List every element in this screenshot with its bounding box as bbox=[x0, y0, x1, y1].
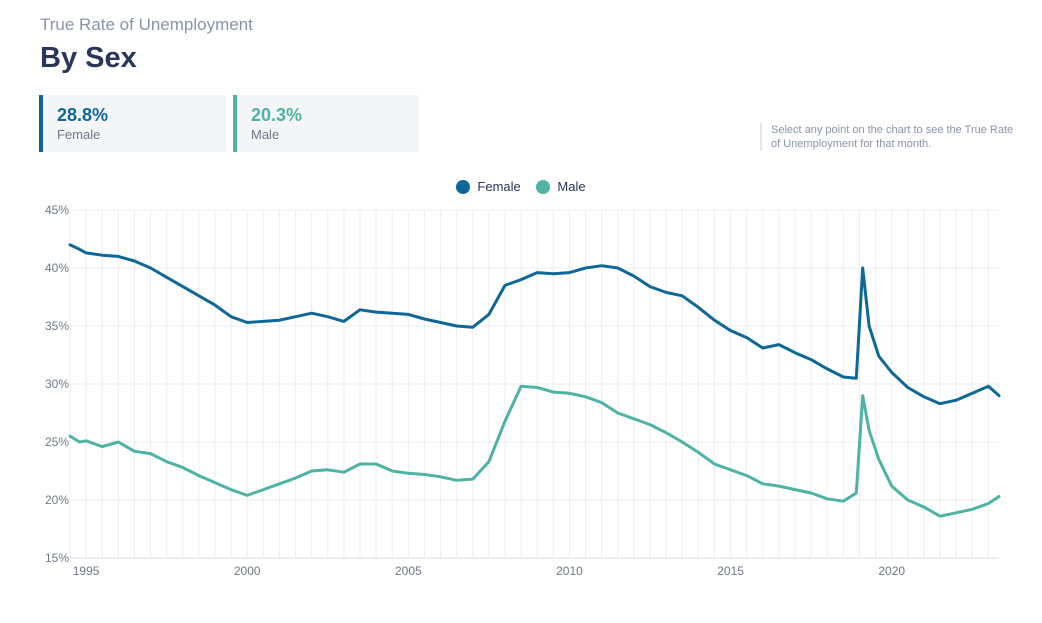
legend-dot-female bbox=[456, 179, 471, 194]
female-rate-value: 28.8% bbox=[57, 105, 109, 125]
chart-legend: Female Male bbox=[0, 179, 1042, 197]
chart-eyebrow: True Rate of Unemployment bbox=[40, 15, 253, 34]
male-stat-card[interactable]: 20.3% Male bbox=[233, 95, 419, 152]
legend-item-male[interactable]: Male bbox=[536, 179, 586, 194]
male-rate-value: 20.3% bbox=[251, 105, 303, 125]
x-tick-label: 2010 bbox=[556, 564, 583, 578]
y-tick-label: 20% bbox=[45, 493, 69, 507]
series-line-male[interactable] bbox=[68, 384, 1001, 518]
legend-dot-male bbox=[536, 179, 551, 194]
y-tick-label: 25% bbox=[45, 435, 69, 449]
legend-item-female[interactable]: Female bbox=[456, 179, 521, 194]
line-chart[interactable]: 45% 40% 35% 30% 25% 20% 15% 1995 2000 2005 2010 201… bbox=[0, 195, 1042, 605]
x-tick-label: 2020 bbox=[878, 564, 905, 578]
page-title: By Sex bbox=[40, 42, 137, 74]
y-tick-label: 30% bbox=[45, 377, 69, 391]
y-tick-label: 35% bbox=[45, 319, 69, 333]
x-tick-label: 2005 bbox=[395, 564, 422, 578]
series-line-female[interactable] bbox=[68, 243, 1001, 406]
x-tick-label: 2000 bbox=[234, 564, 261, 578]
male-rate-label: Male bbox=[251, 127, 280, 142]
y-tick-label: 45% bbox=[45, 203, 69, 217]
female-rate-label: Female bbox=[57, 127, 101, 142]
legend-label-male: Male bbox=[557, 179, 586, 194]
y-tick-label: 15% bbox=[45, 551, 69, 565]
x-tick-label: 1995 bbox=[73, 564, 100, 578]
legend-label-female: Female bbox=[477, 179, 521, 194]
x-tick-label: 2015 bbox=[717, 564, 744, 578]
y-tick-label: 40% bbox=[45, 261, 69, 275]
chart-hint: Select any point on the chart to see the… bbox=[760, 123, 1021, 151]
female-stat-card[interactable]: 28.8% Female bbox=[39, 95, 226, 152]
